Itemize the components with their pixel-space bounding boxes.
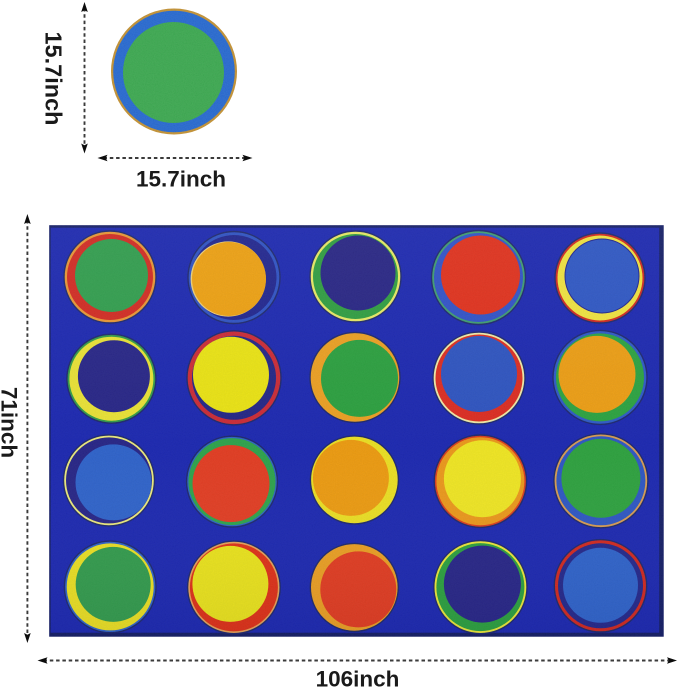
svg-text:15.7inch: 15.7inch [41, 31, 67, 125]
svg-text:15.7inch: 15.7inch [136, 167, 226, 192]
svg-text:106inch: 106inch [316, 667, 400, 691]
svg-text:71inch: 71inch [0, 387, 22, 458]
